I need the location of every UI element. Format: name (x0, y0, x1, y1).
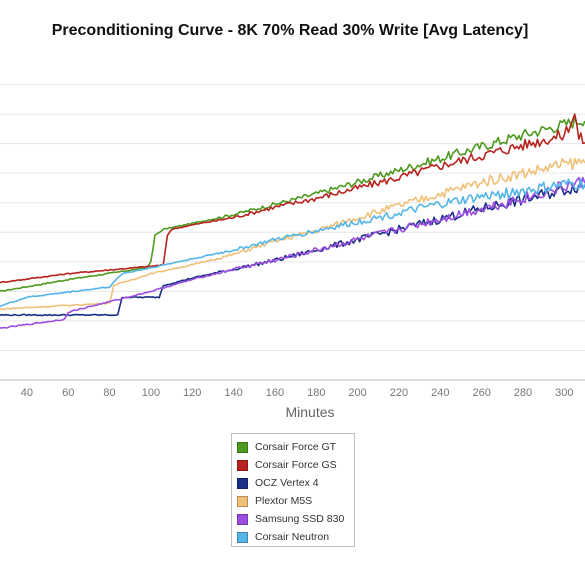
x-axis-title: Minutes (285, 404, 334, 420)
legend-label: Plextor M5S (255, 495, 313, 507)
x-tick-label: 280 (514, 387, 532, 399)
legend-label: Corsair Force GS (255, 459, 337, 471)
legend-item[interactable]: Corsair Force GT (237, 440, 336, 454)
x-tick-label: 220 (390, 387, 408, 399)
legend-item[interactable]: Corsair Neutron (237, 530, 329, 544)
x-tick-label: 120 (183, 387, 201, 399)
chart-title: Preconditioning Curve - 8K 70% Read 30% … (52, 22, 529, 39)
legend-label: OCZ Vertex 4 (255, 477, 319, 489)
series-line-samsung-ssd-830 (0, 176, 585, 329)
x-tick-label: 200 (348, 387, 366, 399)
x-tick-label: 260 (472, 387, 490, 399)
legend-item[interactable]: Samsung SSD 830 (237, 512, 344, 526)
x-tick-label: 80 (103, 387, 115, 399)
legend-swatch (237, 459, 248, 471)
legend-swatch (237, 531, 248, 543)
x-axis-ticks: 40 60 80 100 120 140 160 180 200 220 240 260 280 300 (21, 387, 574, 399)
x-tick-label: 60 (62, 387, 74, 399)
x-tick-label: 180 (307, 387, 325, 399)
series-line-corsair-neutron (0, 177, 585, 308)
legend-swatch (237, 513, 248, 525)
x-tick-label: 100 (142, 387, 160, 399)
legend-swatch (237, 477, 248, 489)
x-tick-label: 140 (224, 387, 242, 399)
series-line-corsair-force-gt (0, 116, 585, 293)
legend: Corsair Force GT Corsair Force GS OCZ Vert… (231, 433, 355, 547)
legend-label: Corsair Neutron (255, 531, 330, 543)
legend-item[interactable]: Plextor M5S (237, 494, 312, 508)
legend-item[interactable]: OCZ Vertex 4 (237, 476, 319, 490)
series-line-plextor-m5s (0, 157, 585, 311)
x-tick-label: 300 (555, 387, 573, 399)
legend-swatch (237, 495, 248, 507)
series-layer (0, 113, 585, 329)
legend-label: Corsair Force GT (255, 441, 337, 453)
legend-item[interactable]: Corsair Force GS (237, 458, 337, 472)
series-line-corsair-force-gs (0, 113, 585, 284)
x-tick-label: 240 (431, 387, 449, 399)
x-tick-label: 40 (21, 387, 33, 399)
legend-swatch (237, 441, 248, 453)
legend-label: Samsung SSD 830 (255, 513, 345, 525)
grid (0, 84, 585, 381)
x-tick-label: 160 (266, 387, 284, 399)
